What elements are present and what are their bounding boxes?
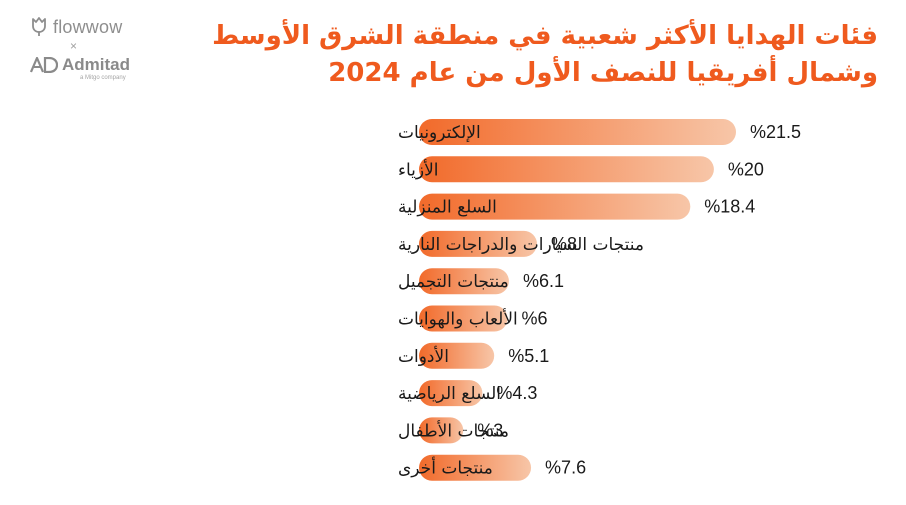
bar-3 (419, 193, 691, 220)
bar-5 (419, 268, 509, 295)
category-label-8: السلع الرياضية (398, 384, 501, 404)
bar-2 (419, 156, 714, 183)
category-label-4: منتجات السيارات والدراجات النارية (398, 235, 644, 255)
bar-4 (419, 230, 537, 257)
value-label-9: %3 (477, 420, 503, 440)
tulip-icon (32, 17, 46, 36)
bar-6 (419, 305, 508, 332)
flowwow-wordmark: flowwow (53, 16, 123, 37)
bar-8 (419, 380, 483, 407)
bar-9 (419, 417, 464, 444)
logo-separator: × (70, 39, 78, 53)
chart-title-line-1: فئات الهدايا الأكثر شعبية في منطقة الشرق… (212, 21, 878, 51)
value-label-3: %18.4 (704, 197, 755, 217)
bar-7 (419, 342, 495, 369)
admitad-subtitle: a Mitgo company (80, 75, 126, 81)
logo-group: flowwow × Admitad a Mitgo company (30, 14, 140, 81)
admitad-wordmark: Admitad (62, 55, 130, 74)
admitad-logo: Admitad (30, 55, 140, 75)
category-label-7: الأدوات (398, 346, 449, 367)
value-label-2: %20 (728, 159, 764, 179)
category-label-1: الإلكترونيات (398, 123, 481, 143)
category-label-9: منتجات الأطفال (398, 420, 509, 441)
flowwow-logo: flowwow (30, 14, 140, 40)
value-label-8: %4.3 (496, 383, 537, 403)
value-label-7: %5.1 (508, 346, 549, 366)
bar-1 (419, 119, 736, 145)
value-label-6: %6 (521, 309, 547, 329)
value-label-4: %8 (551, 234, 577, 254)
category-label-6: الألعاب والهوايات (398, 309, 518, 330)
bar-10 (419, 454, 532, 481)
category-label-10: منتجات أخرى (398, 457, 493, 479)
category-label-3: السلع المنزلية (398, 198, 497, 218)
value-label-5: %6.1 (523, 271, 564, 291)
chart-title: فئات الهدايا الأكثر شعبية في منطقة الشرق… (178, 18, 878, 92)
category-label-5: منتجات التجميل (398, 272, 509, 292)
bars-layer: %21.5 الإلكترونيات %20 الأزياء %18.4 السلع ال… (398, 119, 801, 481)
chart-title-line-2: وشمال أفريقيا للنصف الأول من عام 2024 (328, 58, 878, 88)
category-label-2: الأزياء (398, 159, 439, 180)
value-label-10: %7.6 (545, 458, 586, 478)
value-label-1: %21.5 (750, 122, 801, 142)
admitad-mark-icon (30, 57, 58, 73)
